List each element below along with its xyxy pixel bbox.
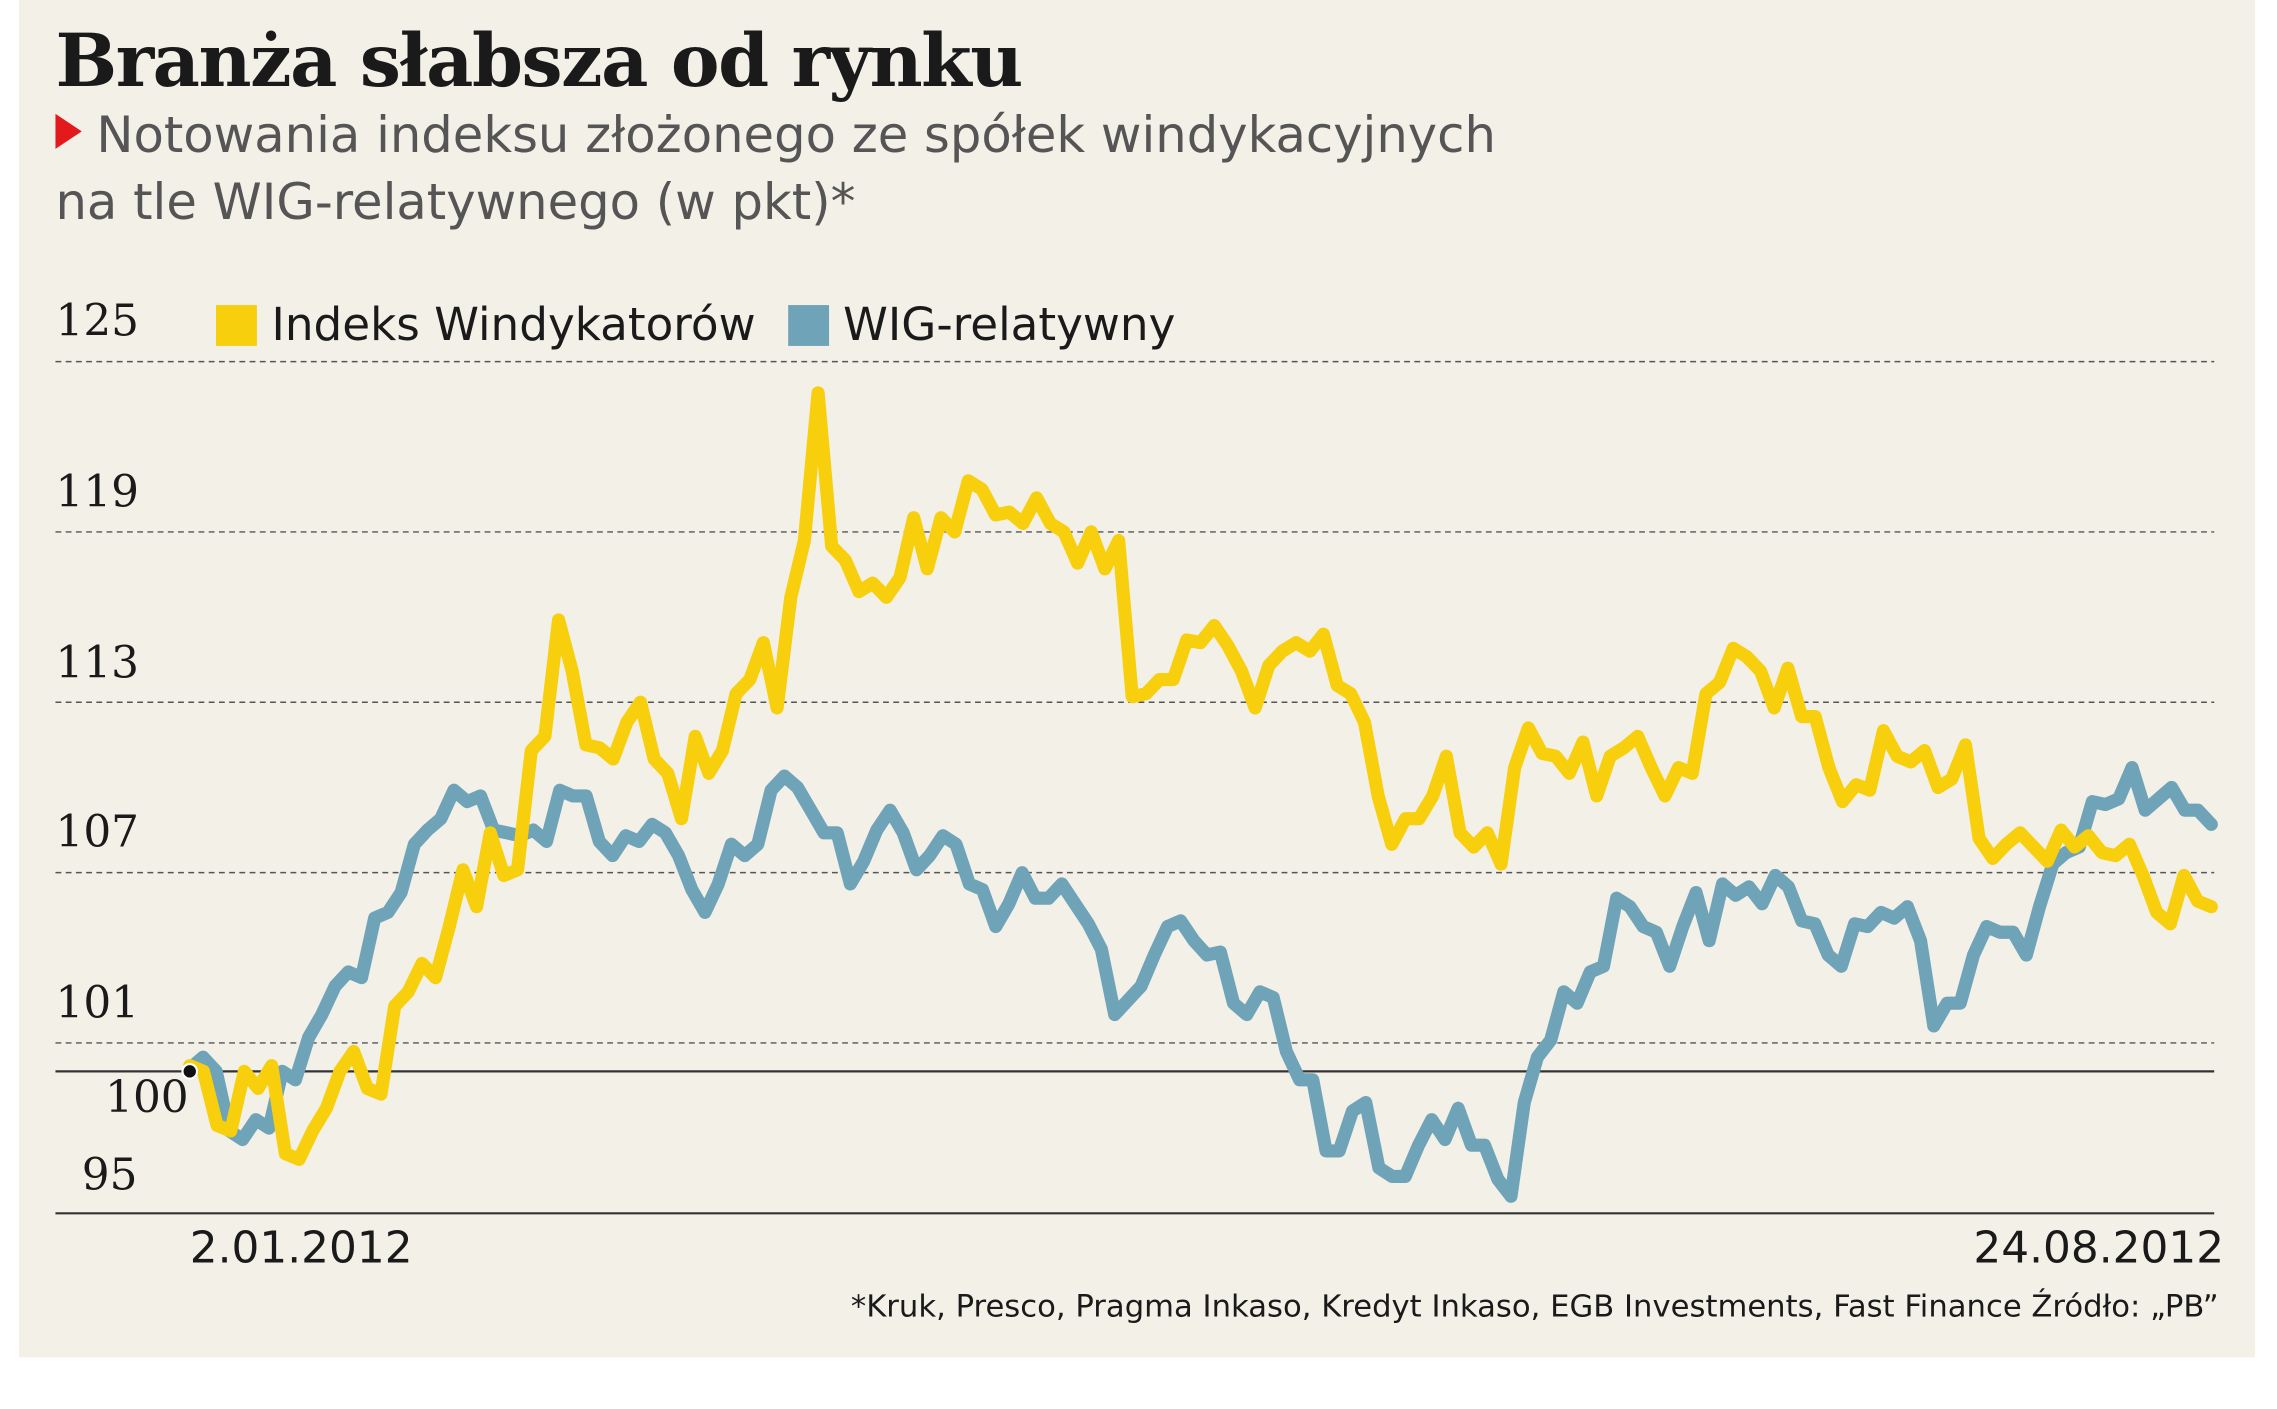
ymin-label: 95	[81, 1150, 138, 1202]
red-triangle-icon	[55, 113, 82, 149]
subtitle-line-1: Notowania indeksu złożonego ze spółek wi…	[96, 106, 1496, 165]
legend-label-wig: WIG-relatywny	[843, 299, 1176, 352]
ytick-label: 125	[55, 296, 140, 348]
footnote: *Kruk, Presco, Pragma Inkaso, Kredyt Ink…	[850, 1288, 2219, 1324]
subtitle-line-2: na tle WIG-relatywnego (w pkt)*	[55, 173, 856, 233]
ytick-label: 113	[55, 637, 140, 689]
ytick-label: 107	[55, 807, 140, 859]
chart-subtitle: Notowania indeksu złożonego ze spółek wi…	[55, 102, 1496, 236]
ytick-label: 119	[55, 467, 140, 519]
baseline-label: 100	[105, 1072, 189, 1124]
legend-swatch-indeks	[216, 305, 257, 346]
x-end-label: 24.08.2012	[1973, 1223, 2225, 1275]
chart-title: Branża słabsza od rynku	[55, 17, 1023, 104]
x-start-label: 2.01.2012	[189, 1223, 413, 1275]
series-line-indeks-windykatorow	[183, 386, 2218, 1166]
legend-label-indeks: Indeks Windykatorów	[271, 299, 756, 352]
legend-swatch-wig	[787, 305, 829, 346]
ytick-label: 101	[55, 977, 140, 1030]
start-point-marker	[181, 1062, 199, 1080]
legend: Indeks Windykatorów WIG-relatywny	[216, 299, 1175, 352]
